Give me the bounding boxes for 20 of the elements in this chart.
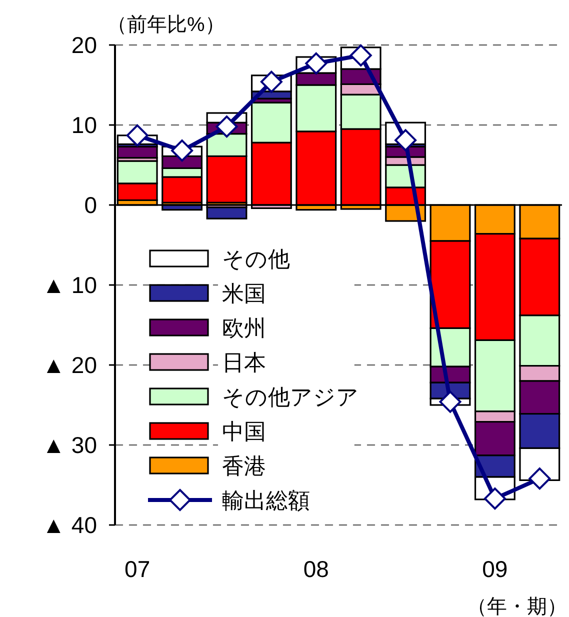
y-tick-label: 10 (71, 112, 97, 138)
x-tick-label: 08 (303, 556, 329, 582)
legend-label: 輸出総額 (222, 488, 310, 513)
legend-label: 香港 (222, 454, 266, 478)
x-tick-label: 09 (482, 556, 508, 582)
y-tick-label: ▲ 20 (42, 352, 97, 378)
y-axis-title: （前年比%） (107, 14, 225, 36)
y-tick-label: ▲ 30 (42, 432, 97, 458)
legend-label: 日本 (222, 350, 266, 375)
x-axis-title: （年・期） (467, 596, 567, 617)
y-tick-label: 0 (84, 192, 97, 218)
legend-label: 欧州 (222, 316, 266, 340)
y-tick-label: 20 (71, 32, 97, 58)
legend-label: その他 (222, 246, 290, 272)
legend-label: 中国 (222, 419, 266, 444)
y-tick-label: ▲ 10 (42, 272, 97, 298)
legend-label: その他アジア (222, 384, 359, 410)
x-tick-label: 07 (124, 556, 150, 582)
legend-label: 米国 (222, 281, 266, 306)
y-tick-label: ▲ 40 (42, 512, 97, 538)
